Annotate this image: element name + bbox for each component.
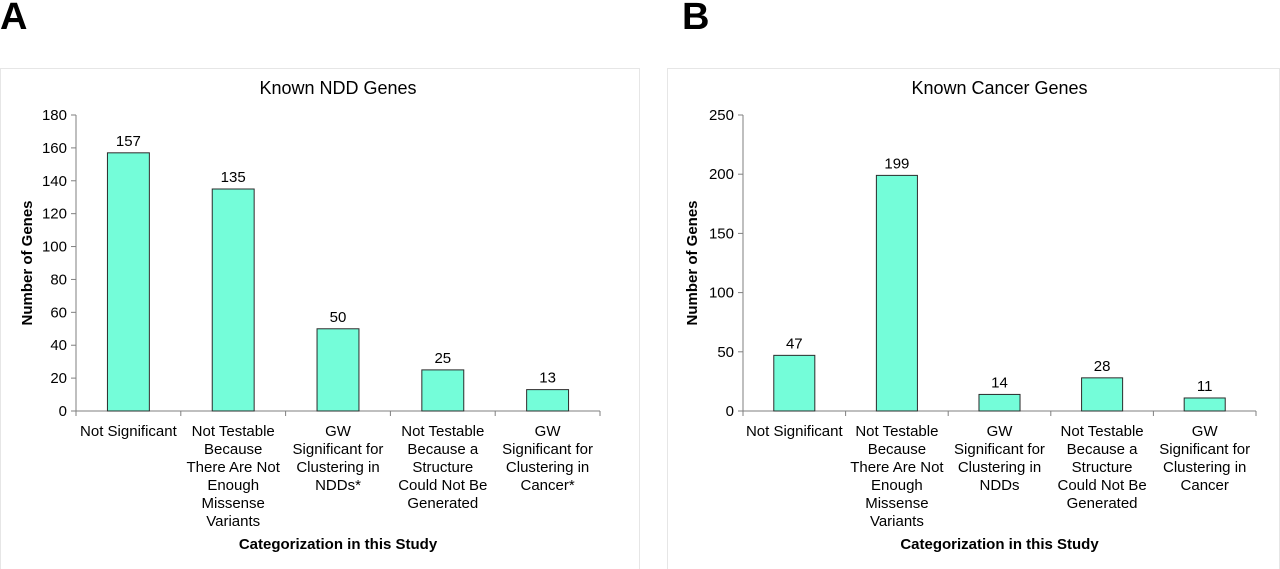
y-tick-label: 60: [50, 304, 67, 321]
category-label-line: Because a: [407, 441, 479, 458]
category-label-line: GW: [535, 423, 562, 440]
category-label: GW Significant for Clustering in NDDs: [954, 423, 1045, 494]
category-label: Not Testable Because There Are Not Enough Mi…: [187, 423, 281, 530]
bar: [978, 393, 1021, 412]
panel-a-letter: A: [0, 0, 28, 38]
y-axis-title: Number of Genes: [684, 200, 701, 325]
y-tick-label: 150: [709, 225, 734, 242]
y-tick-label: 200: [709, 166, 734, 183]
category-label-line: Not Significant: [746, 423, 844, 440]
category-label-line: Significant for: [1159, 441, 1250, 458]
y-tick-label: 80: [50, 271, 67, 288]
y-tick-label: 40: [50, 337, 67, 354]
bar: [875, 174, 918, 412]
category-label-line: Enough: [207, 477, 259, 494]
y-tick-label: 50: [717, 344, 734, 361]
bar: [526, 389, 570, 412]
bar-value-label: 199: [884, 155, 909, 172]
category-label-line: NDDs*: [315, 477, 361, 494]
y-tick-label: 100: [709, 285, 734, 302]
category-label-line: Missense: [202, 495, 265, 512]
category-label: Not Significant: [746, 423, 844, 440]
category-label-line: There Are Not: [187, 459, 281, 476]
y-axis-title: Number of Genes: [19, 200, 36, 325]
bar: [421, 369, 465, 412]
y-tick-label: 120: [42, 206, 67, 223]
category-label-line: NDDs: [980, 477, 1020, 494]
category-label-line: Significant for: [502, 441, 593, 458]
bar-value-label: 14: [991, 374, 1008, 391]
category-label-line: Generated: [1067, 495, 1138, 512]
category-label-line: Clustering in: [296, 459, 379, 476]
category-label: Not Significant: [80, 423, 178, 440]
category-label-line: Significant for: [293, 441, 384, 458]
category-label: GW Significant for Clustering in Cancer: [1159, 423, 1250, 494]
bar-value-label: 11: [1197, 378, 1213, 395]
bar-value-label: 25: [434, 350, 451, 367]
x-axis-title: Categorization in this Study: [900, 536, 1099, 553]
bar: [106, 152, 150, 412]
category-label-line: Not Testable: [1061, 423, 1144, 440]
bar: [316, 328, 360, 412]
category-label-line: Because: [868, 441, 926, 458]
y-tick-label: 100: [42, 239, 67, 256]
y-tick-label: 140: [42, 173, 67, 190]
category-label-line: Structure: [412, 459, 473, 476]
category-label-line: Not Testable: [401, 423, 484, 440]
bar-value-label: 50: [330, 309, 347, 326]
bar: [211, 188, 255, 412]
category-label-line: Variants: [206, 513, 260, 530]
cancer-genes-chart: Known Cancer Genes 0 50 100 150 200 250 47 Not S…: [684, 78, 1257, 553]
y-tick-label: 20: [50, 370, 67, 387]
bar-value-label: 157: [116, 133, 141, 150]
category-label-line: GW: [325, 423, 352, 440]
category-label-line: Generated: [407, 495, 478, 512]
category-label-line: Structure: [1072, 459, 1133, 476]
y-tick-label: 0: [726, 403, 734, 420]
category-label-line: There Are Not: [850, 459, 944, 476]
bar-value-label: 135: [221, 169, 246, 186]
panel-a-frame: [0, 68, 640, 569]
y-tick-label: 160: [42, 140, 67, 157]
panel-b-letter: B: [682, 0, 710, 38]
category-label-line: GW: [1192, 423, 1219, 440]
category-label: Not Testable Because a Structure Could Not …: [1057, 423, 1146, 512]
category-label-line: Cancer*: [520, 477, 574, 494]
category-label-line: Clustering in: [958, 459, 1041, 476]
category-label-line: Because a: [1067, 441, 1139, 458]
category-label: GW Significant for Clustering in Cancer*: [502, 423, 593, 494]
bar: [773, 354, 816, 412]
category-label: Not Testable Because a Structure Could Not …: [398, 423, 487, 512]
bar-value-label: 47: [786, 335, 803, 352]
category-label-line: Variants: [870, 513, 924, 530]
category-label-line: Could Not Be: [398, 477, 487, 494]
category-label: Not Testable Because There Are Not Enough Mi…: [850, 423, 944, 530]
category-label: GW Significant for Clustering in NDDs*: [293, 423, 384, 494]
bar-value-label: 28: [1094, 358, 1111, 375]
category-label-line: Not Significant: [80, 423, 178, 440]
x-axis-title: Categorization in this Study: [239, 536, 438, 553]
y-tick-label: 0: [59, 403, 67, 420]
bar-value-label: 13: [539, 370, 556, 387]
bar: [1183, 397, 1226, 412]
category-label-line: Missense: [865, 495, 928, 512]
category-label-line: Significant for: [954, 441, 1045, 458]
category-label-line: Because: [204, 441, 262, 458]
y-tick-label: 250: [709, 107, 734, 124]
category-label-line: Not Testable: [192, 423, 275, 440]
chart-title: Known NDD Genes: [259, 78, 416, 98]
category-label-line: GW: [987, 423, 1014, 440]
bar: [1081, 377, 1124, 412]
category-label-line: Clustering in: [506, 459, 589, 476]
category-label-line: Not Testable: [855, 423, 938, 440]
category-label-line: Cancer: [1181, 477, 1229, 494]
y-tick-label: 180: [42, 107, 67, 124]
category-label-line: Could Not Be: [1057, 477, 1146, 494]
ndd-genes-chart: Known NDD Genes 0 20 40 60 80 100 120 140 160 180 1…: [19, 78, 601, 553]
category-label-line: Clustering in: [1163, 459, 1246, 476]
category-label-line: Enough: [871, 477, 923, 494]
chart-title: Known Cancer Genes: [911, 78, 1087, 98]
